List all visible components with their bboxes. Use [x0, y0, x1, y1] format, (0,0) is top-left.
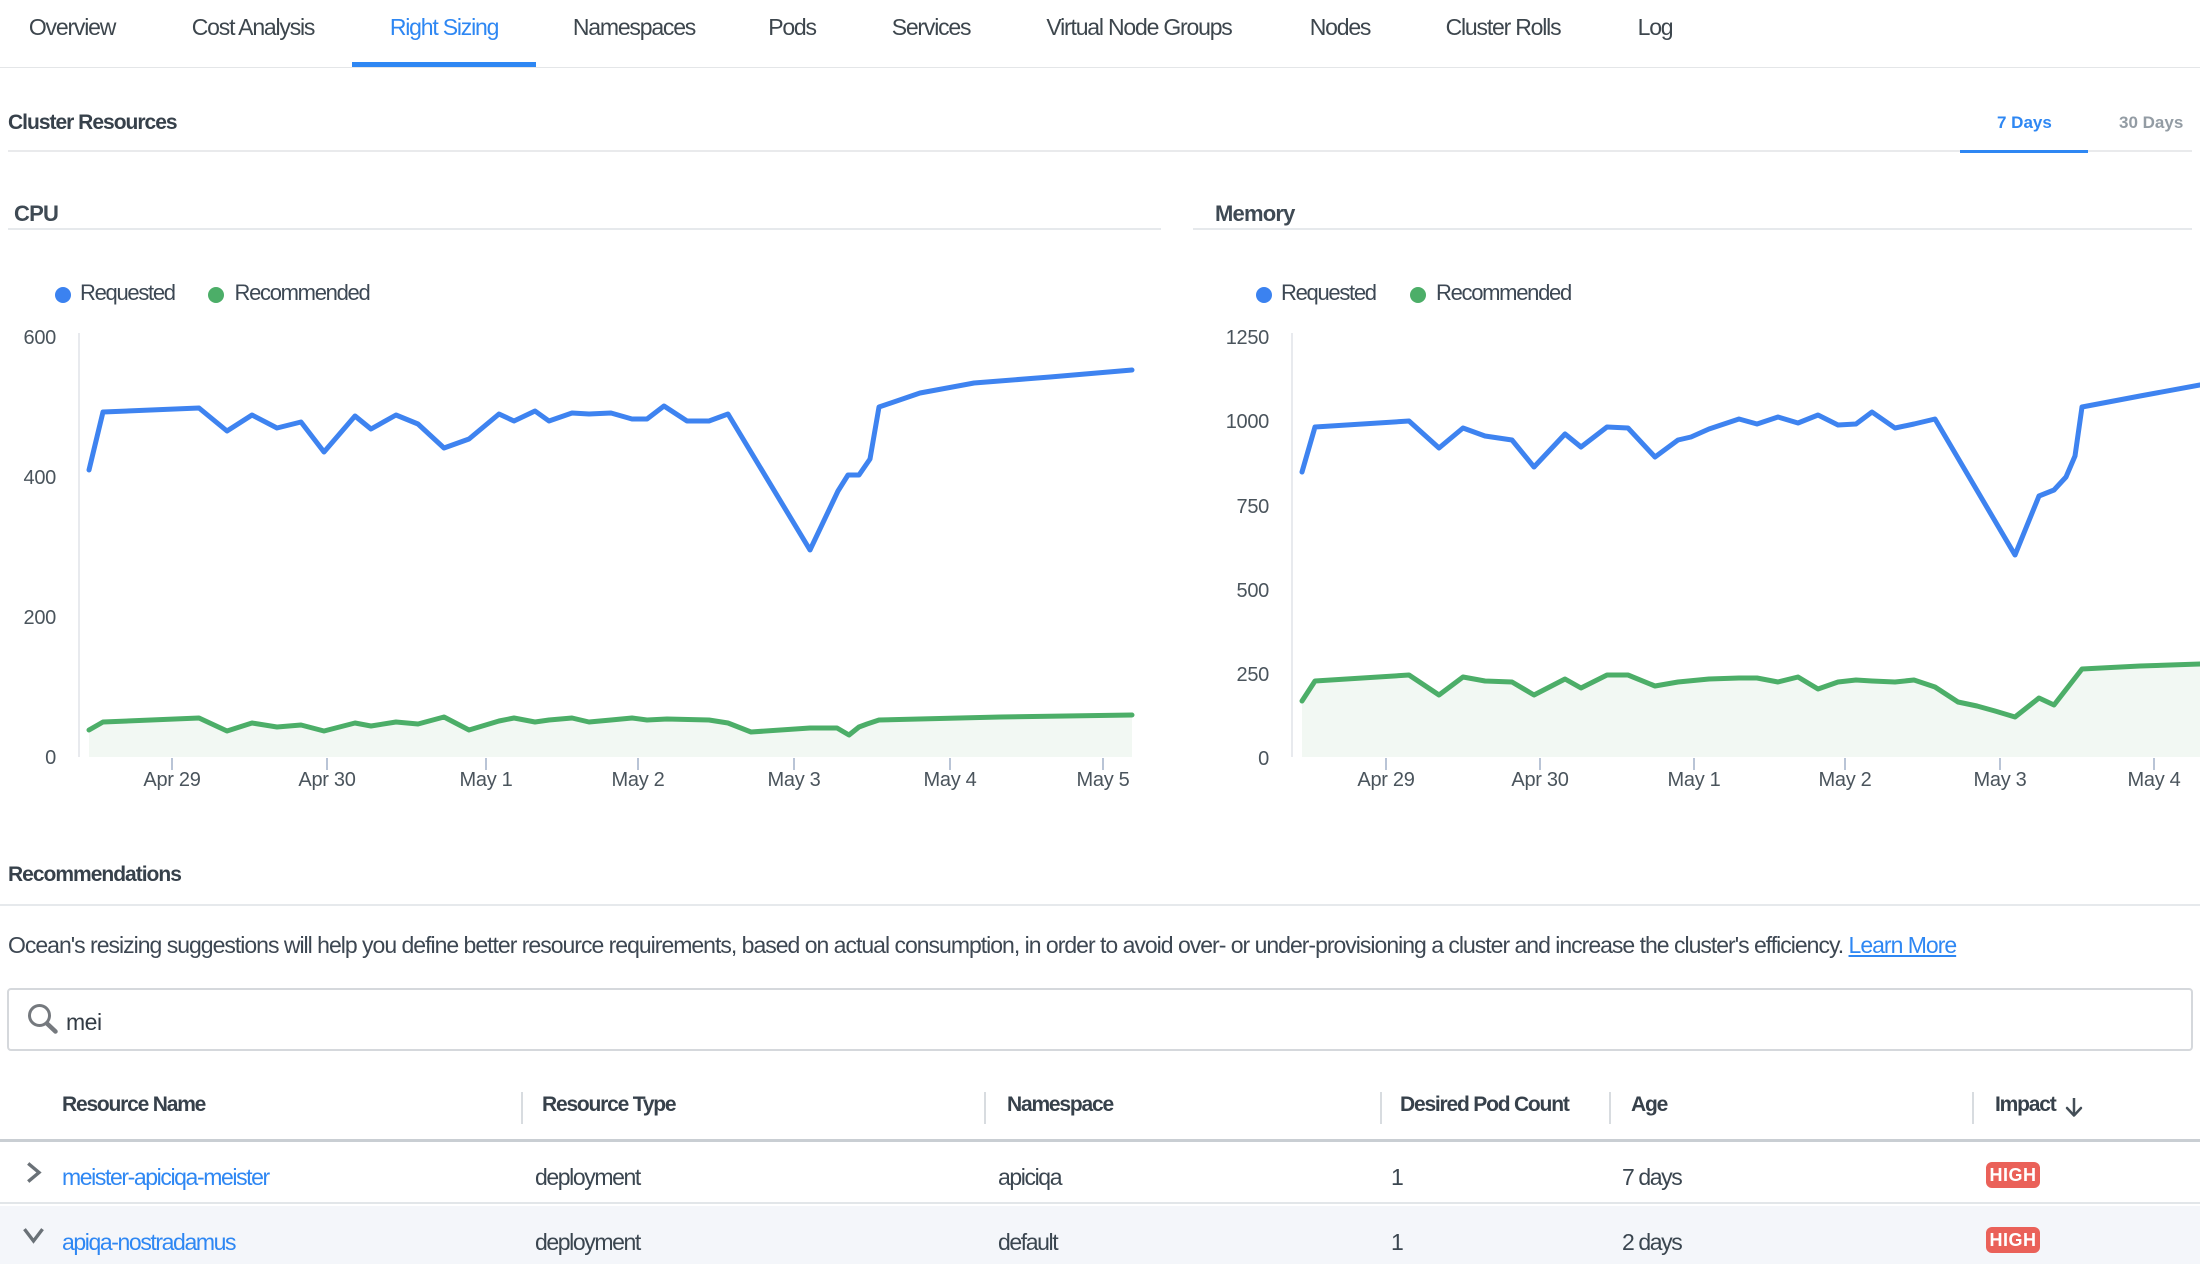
svg-text:1000: 1000 [1226, 411, 1269, 433]
svg-text:1250: 1250 [1226, 327, 1269, 349]
svg-text:Apr 30: Apr 30 [298, 769, 355, 791]
svg-text:May 2: May 2 [1819, 769, 1872, 791]
svg-text:May 1: May 1 [1668, 769, 1721, 791]
svg-text:May 4: May 4 [924, 769, 977, 791]
svg-text:600: 600 [24, 327, 57, 349]
svg-text:Apr 29: Apr 29 [143, 769, 200, 791]
svg-text:May 3: May 3 [1974, 769, 2027, 791]
svg-text:750: 750 [1237, 496, 1270, 518]
svg-text:500: 500 [1237, 580, 1270, 602]
svg-text:May 2: May 2 [612, 769, 665, 791]
svg-text:Apr 30: Apr 30 [1511, 769, 1568, 791]
svg-text:May 3: May 3 [768, 769, 821, 791]
svg-text:250: 250 [1237, 664, 1270, 686]
svg-text:May 4: May 4 [2128, 769, 2181, 791]
svg-text:400: 400 [24, 467, 57, 489]
svg-text:0: 0 [1258, 748, 1269, 770]
svg-text:May 1: May 1 [460, 769, 513, 791]
svg-text:May 5: May 5 [1077, 769, 1130, 791]
svg-text:0: 0 [45, 747, 56, 769]
svg-text:Apr 29: Apr 29 [1357, 769, 1414, 791]
svg-text:200: 200 [24, 607, 57, 629]
